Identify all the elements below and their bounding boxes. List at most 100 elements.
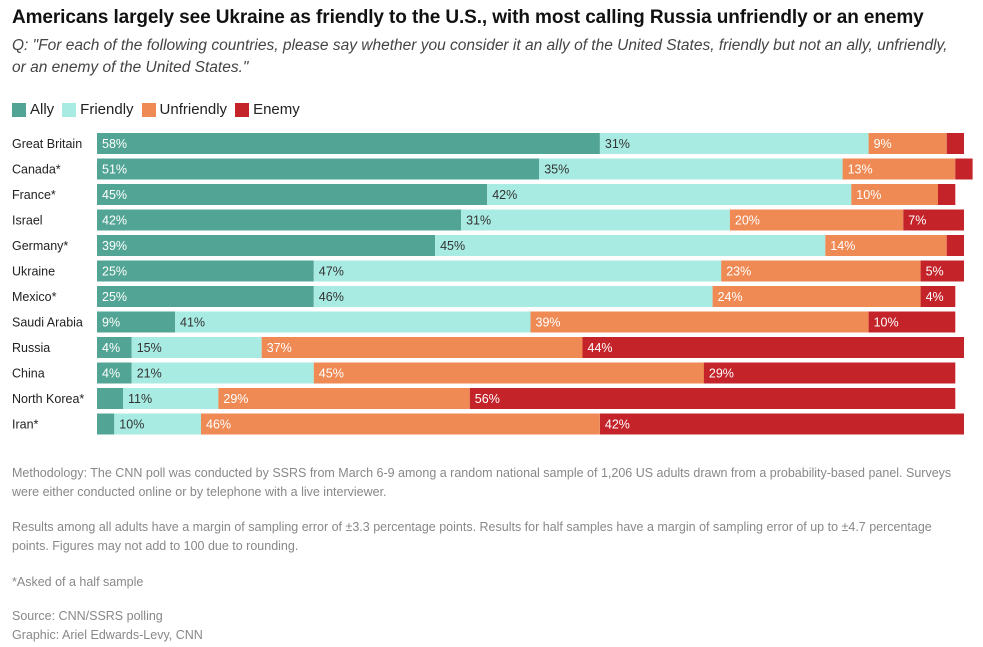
bar-russia-friendly xyxy=(131,337,262,358)
data-label-ukraine-enemy: 5% xyxy=(926,265,944,279)
data-label-canada-ally: 51% xyxy=(102,163,127,177)
chart-title: Americans largely see Ukraine as friendl… xyxy=(12,7,924,28)
data-label-saudi-arabia-enemy: 10% xyxy=(874,316,899,330)
data-label-israel-enemy: 7% xyxy=(908,214,926,228)
graphic-credit: Graphic: Ariel Edwards-Levy, CNN xyxy=(12,628,203,642)
bar-iran-ally xyxy=(97,413,115,435)
bar-france-friendly xyxy=(487,184,852,205)
legend-swatch-friendly xyxy=(62,102,77,117)
data-label-france-unfriendly: 10% xyxy=(856,188,881,202)
legend-item-unfriendly: Unfriendly xyxy=(141,101,228,118)
data-label-france-friendly: 42% xyxy=(492,188,517,202)
data-label-china-friendly: 21% xyxy=(137,367,162,381)
category-label-ukraine: Ukraine xyxy=(12,265,55,279)
bar-china-enemy xyxy=(703,362,956,384)
bar-china-unfriendly xyxy=(313,362,704,384)
data-label-russia-enemy: 44% xyxy=(588,341,613,355)
data-label-saudi-arabia-unfriendly: 39% xyxy=(536,316,561,330)
data-label-iran-friendly: 10% xyxy=(119,418,144,432)
category-label-great-britain: Great Britain xyxy=(12,137,82,151)
bar-canada-friendly xyxy=(539,158,843,180)
bar-russia-ally xyxy=(97,337,132,358)
bar-iran-unfriendly xyxy=(201,413,600,435)
category-label-russia: Russia xyxy=(12,341,50,355)
bar-israel-friendly xyxy=(461,209,730,231)
data-label-mexico-ally: 25% xyxy=(102,290,127,304)
data-label-mexico-friendly: 46% xyxy=(319,290,344,304)
methodology-note: Methodology: The CNN poll was conducted … xyxy=(12,466,952,499)
data-label-north-korea-enemy: 56% xyxy=(475,392,500,406)
data-label-canada-unfriendly: 13% xyxy=(848,163,873,177)
legend-swatch-ally xyxy=(12,102,26,117)
bar-france-unfriendly xyxy=(851,184,938,205)
bar-iran-friendly xyxy=(114,413,201,435)
data-label-russia-friendly: 15% xyxy=(137,341,162,355)
bar-israel-enemy xyxy=(903,209,964,231)
category-label-china: China xyxy=(12,367,45,381)
source-credit: Source: CNN/SSRS polling xyxy=(12,609,163,623)
data-label-ukraine-ally: 25% xyxy=(102,265,127,279)
category-label-germany: Germany* xyxy=(12,239,68,253)
bar-mexico-unfriendly xyxy=(712,286,921,307)
data-label-saudi-arabia-ally: 9% xyxy=(102,316,120,330)
bar-saudi-arabia-unfriendly xyxy=(530,311,869,333)
bar-ukraine-ally xyxy=(97,260,314,282)
bar-russia-enemy xyxy=(582,337,964,358)
data-label-ukraine-friendly: 47% xyxy=(319,265,344,279)
bar-ukraine-enemy xyxy=(920,260,964,282)
bar-ukraine-unfriendly xyxy=(721,260,921,282)
bar-north-korea-enemy xyxy=(469,388,956,409)
bar-mexico-enemy xyxy=(920,286,956,307)
bar-canada-ally xyxy=(97,158,540,180)
data-label-israel-unfriendly: 20% xyxy=(735,214,760,228)
bar-saudi-arabia-ally xyxy=(97,311,175,333)
data-label-mexico-enemy: 4% xyxy=(926,290,944,304)
data-label-china-unfriendly: 45% xyxy=(319,367,344,381)
bar-france-enemy xyxy=(938,184,956,205)
margin-of-error-note: Results among all adults have a margin o… xyxy=(12,520,932,553)
legend-swatch-enemy xyxy=(235,102,250,117)
half-sample-note: *Asked of a half sample xyxy=(12,575,144,589)
bar-israel-ally xyxy=(97,209,462,231)
bar-great-britain-enemy xyxy=(946,133,964,154)
data-label-china-enemy: 29% xyxy=(709,367,734,381)
bar-germany-ally xyxy=(97,235,436,256)
bar-mexico-ally xyxy=(97,286,314,307)
legend-label-friendly: Friendly xyxy=(80,101,134,118)
bar-israel-unfriendly xyxy=(729,209,904,231)
bar-great-britain-unfriendly xyxy=(868,133,947,154)
data-label-canada-friendly: 35% xyxy=(544,163,569,177)
bar-north-korea-ally xyxy=(97,388,123,409)
data-label-russia-ally: 4% xyxy=(102,341,120,355)
data-label-germany-unfriendly: 14% xyxy=(830,239,855,253)
data-label-saudi-arabia-friendly: 41% xyxy=(180,316,205,330)
bar-mexico-friendly xyxy=(313,286,713,307)
legend-label-unfriendly: Unfriendly xyxy=(159,101,228,118)
legend-item-friendly: Friendly xyxy=(62,101,134,118)
bar-canada-enemy xyxy=(955,158,973,180)
data-label-china-ally: 4% xyxy=(102,367,120,381)
legend: Ally Friendly Unfriendly Enemy xyxy=(12,101,308,118)
bar-saudi-arabia-friendly xyxy=(175,311,531,333)
bar-russia-unfriendly xyxy=(261,337,583,358)
data-label-great-britain-friendly: 31% xyxy=(605,137,630,151)
data-label-great-britain-ally: 58% xyxy=(102,137,127,151)
data-label-russia-unfriendly: 37% xyxy=(267,341,292,355)
data-label-israel-friendly: 31% xyxy=(466,214,491,228)
bar-china-ally xyxy=(97,362,132,384)
chart-subtitle: Q: "For each of the following countries,… xyxy=(12,37,948,76)
data-label-north-korea-friendly: 11% xyxy=(128,392,152,406)
bar-north-korea-friendly xyxy=(123,388,219,409)
data-label-france-ally: 45% xyxy=(102,188,127,202)
category-label-saudi-arabia: Saudi Arabia xyxy=(12,316,83,330)
legend-label-enemy: Enemy xyxy=(253,101,300,118)
data-label-germany-friendly: 45% xyxy=(440,239,465,253)
category-label-france: France* xyxy=(12,188,56,202)
legend-swatch-unfriendly xyxy=(141,102,156,117)
data-label-iran-enemy: 42% xyxy=(605,418,630,432)
data-label-ukraine-unfriendly: 23% xyxy=(726,265,751,279)
data-label-germany-ally: 39% xyxy=(102,239,127,253)
category-label-iran: Iran* xyxy=(12,418,39,432)
legend-item-enemy: Enemy xyxy=(235,101,300,118)
bar-germany-friendly xyxy=(435,235,826,256)
